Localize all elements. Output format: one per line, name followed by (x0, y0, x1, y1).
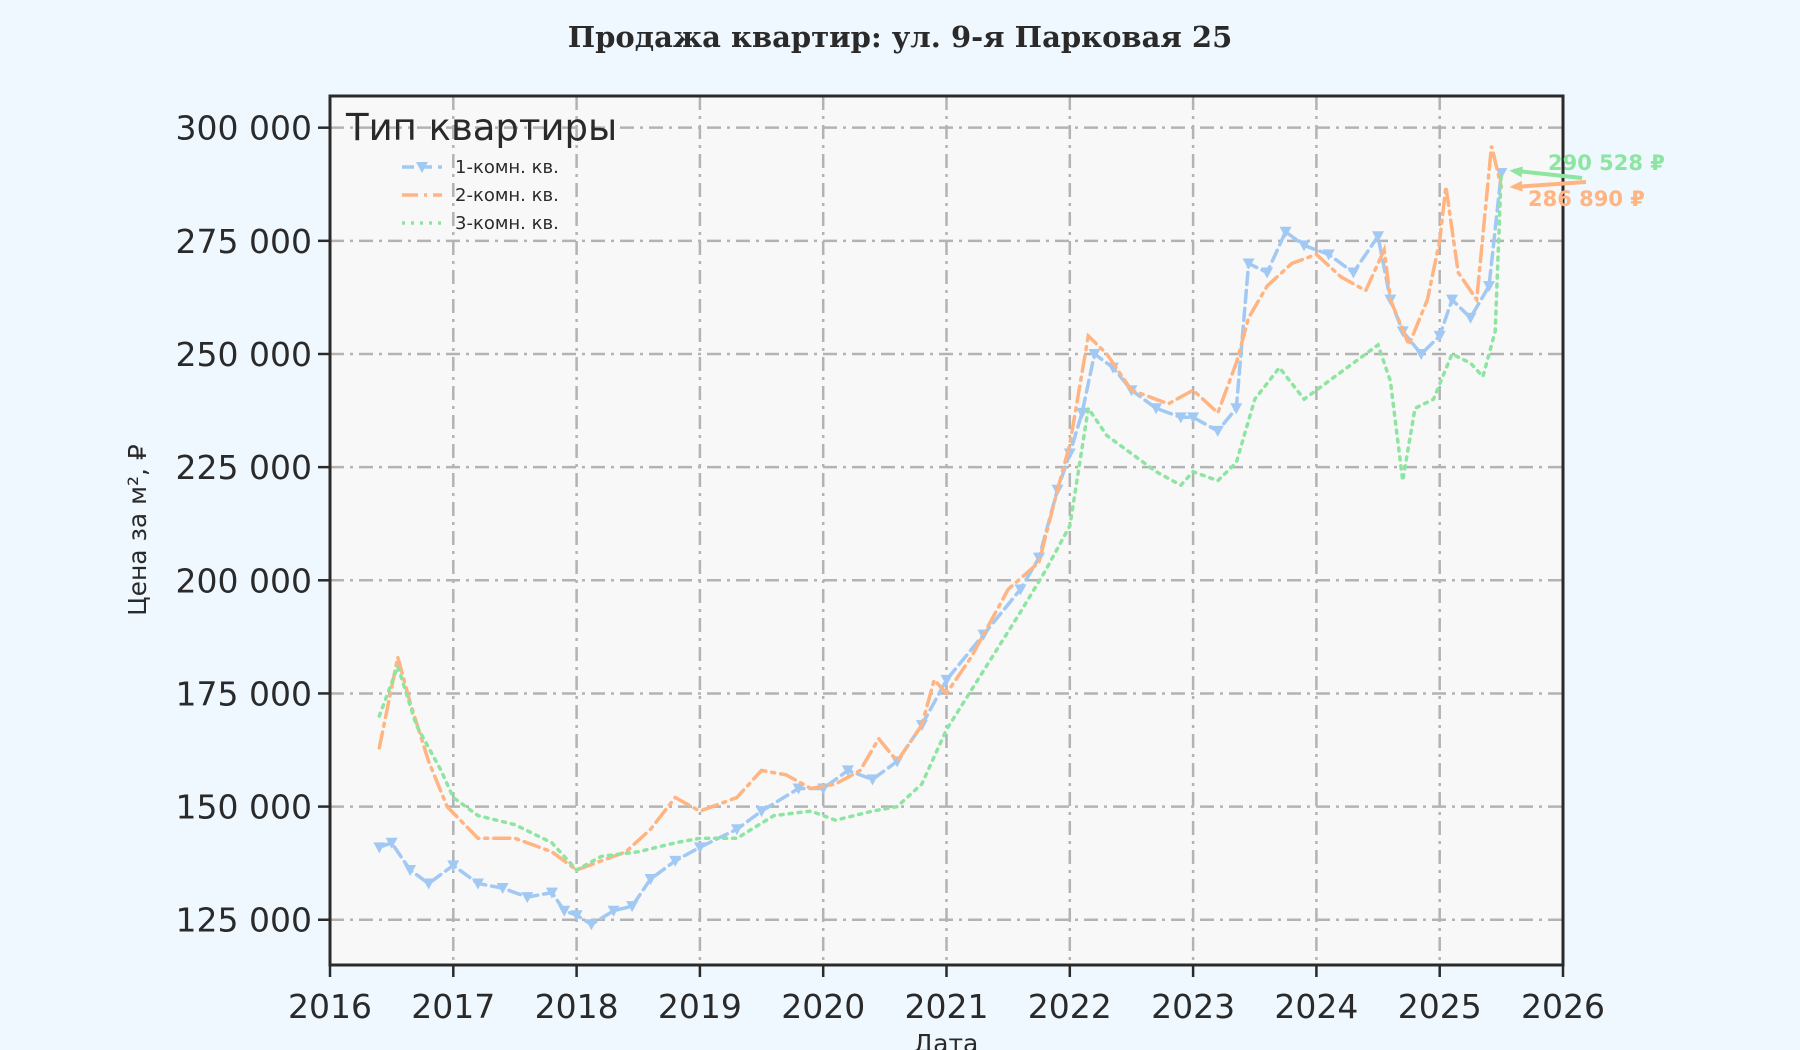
y-tick-label: 150 000 (176, 788, 312, 827)
x-tick-label: 2026 (1521, 987, 1605, 1026)
chart-title: Продажа квартир: ул. 9-я Парковая 25 (568, 20, 1233, 54)
x-tick-label: 2016 (288, 987, 372, 1026)
data-point (1415, 348, 1428, 360)
series-2 (377, 145, 1504, 872)
data-point (471, 878, 484, 890)
x-tick-label: 2023 (1151, 987, 1235, 1026)
data-point (1076, 407, 1089, 419)
axis-ticks: 2016 2017 2018 2019 2020 2021 2022 2023 2024 2025… (176, 109, 1605, 1026)
data-point (545, 887, 558, 899)
data-point (644, 874, 657, 886)
x-tick-label: 2019 (658, 987, 742, 1026)
y-tick-label: 200 000 (176, 561, 312, 600)
data-point (669, 855, 682, 867)
data-point (1014, 584, 1027, 596)
data-point (570, 910, 583, 922)
series-line (377, 168, 1504, 873)
x-tick-label: 2022 (1028, 987, 1112, 1026)
end-annotations: 290 528 ₽ 286 890 ₽ (1509, 151, 1665, 211)
x-tick-label: 2017 (411, 987, 495, 1026)
x-tick-label: 2025 (1398, 987, 1482, 1026)
data-point (693, 842, 706, 854)
data-point (940, 674, 953, 686)
data-point (1174, 412, 1187, 424)
end-annotation: 290 528 ₽ (1509, 151, 1665, 180)
data-point (1261, 267, 1274, 279)
data-point (1088, 348, 1101, 360)
data-point (792, 783, 805, 795)
data-point (558, 905, 571, 917)
data-point (1483, 281, 1496, 293)
data-point (607, 905, 620, 917)
legend-label: 1-комн. кв. (455, 157, 559, 178)
y-axis-label: Цена за м², ₽ (123, 444, 152, 616)
x-tick-label: 2018 (535, 987, 619, 1026)
legend-title: Тип квартиры (345, 106, 617, 149)
x-tick-label: 2021 (905, 987, 989, 1026)
data-point (404, 864, 417, 876)
legend: Тип квартиры 1-комн. кв. 2-комн. кв. 3-ком… (345, 106, 617, 234)
series-line (377, 145, 1504, 872)
legend-label: 3-комн. кв. (455, 213, 559, 234)
data-point (496, 883, 509, 895)
data-point (1446, 294, 1459, 306)
data-point (1279, 226, 1292, 238)
annotation-arrow (1513, 180, 1587, 190)
legend-marker (416, 162, 428, 173)
annotation-arrowhead (1509, 180, 1523, 192)
data-point (1495, 167, 1508, 179)
legend-entries: 1-комн. кв. 2-комн. кв. 3-комн. кв. (402, 157, 559, 234)
data-point (626, 901, 639, 913)
annotation-label: 290 528 ₽ (1548, 151, 1665, 175)
series-group (373, 145, 1508, 931)
data-point (1230, 403, 1243, 415)
data-point (1372, 231, 1385, 243)
data-point (521, 892, 534, 904)
data-point (730, 824, 743, 836)
x-axis-label: Дата (914, 1029, 979, 1050)
annotation-label: 286 890 ₽ (1528, 187, 1645, 211)
data-point (755, 806, 768, 818)
data-point (1187, 412, 1200, 424)
data-point (866, 774, 879, 786)
y-tick-label: 225 000 (176, 448, 312, 487)
data-point (1242, 258, 1255, 270)
data-point (447, 860, 460, 872)
data-point (1298, 240, 1311, 252)
y-tick-label: 275 000 (176, 222, 312, 261)
data-point (1433, 330, 1446, 342)
series-3 (377, 168, 1504, 873)
data-point (1464, 312, 1477, 324)
y-tick-label: 300 000 (176, 109, 312, 148)
data-point (841, 765, 854, 777)
data-point (1211, 425, 1224, 437)
annotation-arrowhead (1509, 166, 1523, 178)
y-tick-label: 250 000 (176, 335, 312, 374)
x-tick-label: 2024 (1274, 987, 1358, 1026)
data-point (373, 842, 386, 854)
annotation-arrow (1513, 168, 1583, 180)
end-annotation: 286 890 ₽ (1509, 180, 1645, 211)
data-point (385, 837, 398, 849)
data-point (1347, 267, 1360, 279)
x-tick-label: 2020 (781, 987, 865, 1026)
legend-label: 2-комн. кв. (455, 185, 559, 206)
y-tick-label: 125 000 (176, 901, 312, 940)
data-point (1150, 403, 1163, 415)
data-point (422, 878, 435, 890)
data-point (1322, 249, 1335, 261)
data-point (585, 919, 598, 931)
y-tick-label: 175 000 (176, 674, 312, 713)
